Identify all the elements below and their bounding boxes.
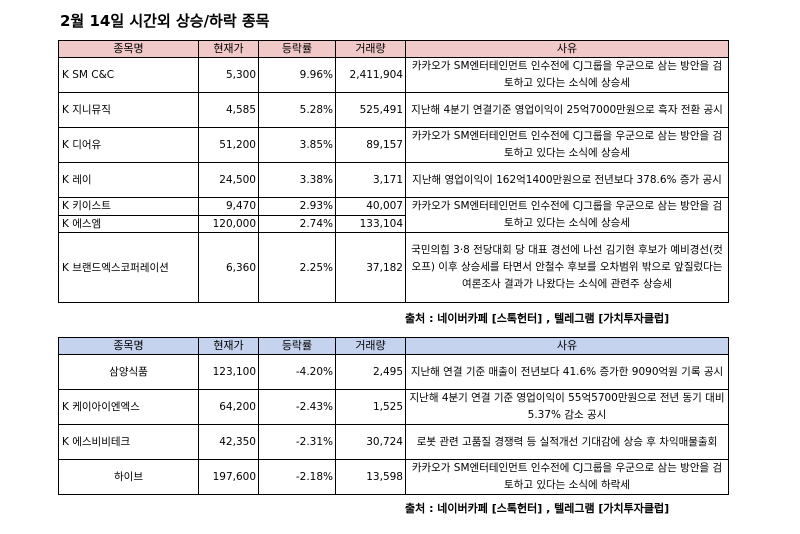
stock-change: -2.43% — [258, 389, 336, 425]
stock-change: 2.25% — [258, 232, 336, 303]
stock-reason: 지난해 연결 기준 매출이 전년보다 41.6% 증가한 9090억원 기록 공… — [405, 354, 729, 390]
stock-name: K 브랜드엑스코퍼레이션 — [58, 232, 199, 303]
stock-name: K SM C&C — [58, 57, 199, 93]
col-header-reason: 사유 — [405, 337, 729, 355]
stock-reason: 지난해 4분기 연결기준 영업이익이 25억7000만원으로 흑자 전환 공시 — [405, 92, 729, 128]
stock-volume: 37,182 — [335, 232, 406, 303]
col-header-volume: 거래량 — [335, 337, 406, 355]
stock-change: 5.28% — [258, 92, 336, 128]
stock-volume: 40,007 — [335, 197, 406, 216]
rising-stocks-table: 종목명 현재가 등락률 거래량 사유 K SM C&C 5,300 9.96% … — [58, 40, 729, 303]
stock-reason: 카카오가 SM엔터테인먼트 인수전에 CJ그룹을 우군으로 삼는 방안을 검토하… — [405, 57, 729, 93]
stock-name: K 케이아이엔엑스 — [58, 389, 199, 425]
table-row: K 케이아이엔엑스 64,200 -2.43% 1,525 지난해 4분기 연결… — [58, 389, 729, 425]
stock-price: 9,470 — [198, 197, 259, 216]
stock-change: 3.85% — [258, 127, 336, 163]
stock-name: K 지니뮤직 — [58, 92, 199, 128]
stock-volume: 3,171 — [335, 162, 406, 198]
table-row: K 키이스트 9,470 2.93% 40,007 카카오가 SM엔터테인먼트 … — [58, 197, 729, 233]
stock-price: 120,000 — [198, 214, 259, 233]
stock-change: -4.20% — [258, 354, 336, 390]
table-row: 삼양식품 123,100 -4.20% 2,495 지난해 연결 기준 매출이 … — [58, 354, 729, 390]
stock-volume: 30,724 — [335, 424, 406, 460]
table-row: K 에스비비테크 42,350 -2.31% 30,724 로봇 관련 고품질 … — [58, 424, 729, 460]
source-note: 출처 : 네이버카페 [스톡헌터] , 텔레그램 [가치투자클럽] — [405, 312, 670, 325]
stock-change: 9.96% — [258, 57, 336, 93]
stock-name: 하이브 — [58, 459, 199, 495]
stock-volume: 2,411,904 — [335, 57, 406, 93]
page-title: 2월 14일 시간외 상승/하락 종목 — [60, 12, 270, 30]
stock-change: -2.18% — [258, 459, 336, 495]
stock-reason: 지난해 4분기 연결 기준 영업이익이 55억5700만원으로 전년 동기 대비… — [405, 389, 729, 425]
stock-price: 42,350 — [198, 424, 259, 460]
stock-change: -2.31% — [258, 424, 336, 460]
table-row: 하이브 197,600 -2.18% 13,598 카카오가 SM엔터테인먼트 … — [58, 459, 729, 495]
stock-reason: 카카오가 SM엔터테인먼트 인수전에 CJ그룹을 우군으로 삼는 방안을 검토하… — [405, 459, 729, 495]
table-row: K 레이 24,500 3.38% 3,171 지난해 영업이익이 162억14… — [58, 162, 729, 198]
col-header-volume: 거래량 — [335, 40, 406, 58]
stock-price: 51,200 — [198, 127, 259, 163]
col-header-name: 종목명 — [58, 337, 199, 355]
col-header-change: 등락률 — [258, 40, 336, 58]
col-header-price: 현재가 — [198, 40, 259, 58]
col-header-price: 현재가 — [198, 337, 259, 355]
table-header-row: 종목명 현재가 등락률 거래량 사유 — [58, 337, 729, 355]
falling-stocks-table: 종목명 현재가 등락률 거래량 사유 삼양식품 123,100 -4.20% 2… — [58, 337, 729, 495]
stock-price: 123,100 — [198, 354, 259, 390]
stock-name: K 디어유 — [58, 127, 199, 163]
stock-change: 2.74% — [258, 214, 336, 233]
stock-reason: 국민의힘 3·8 전당대회 당 대표 경선에 나선 김기현 후보가 예비경선(컷… — [405, 232, 729, 303]
table-row: K 디어유 51,200 3.85% 89,157 카카오가 SM엔터테인먼트 … — [58, 127, 729, 163]
stock-volume: 1,525 — [335, 389, 406, 425]
col-header-reason: 사유 — [405, 40, 729, 58]
stock-change: 2.93% — [258, 197, 336, 216]
table-row: K 브랜드엑스코퍼레이션 6,360 2.25% 37,182 국민의힘 3·8… — [58, 232, 729, 303]
stock-name: K 에스엠 — [58, 214, 199, 233]
stock-reason: 로봇 관련 고품질 경쟁력 등 실적개선 기대감에 상승 후 차익매물출회 — [405, 424, 729, 460]
col-header-name: 종목명 — [58, 40, 199, 58]
stock-price: 6,360 — [198, 232, 259, 303]
stock-price: 5,300 — [198, 57, 259, 93]
stock-price: 4,585 — [198, 92, 259, 128]
stock-name: 삼양식품 — [58, 354, 199, 390]
stock-volume: 133,104 — [335, 214, 406, 233]
stock-change: 3.38% — [258, 162, 336, 198]
stock-price: 24,500 — [198, 162, 259, 198]
table-row: K SM C&C 5,300 9.96% 2,411,904 카카오가 SM엔터… — [58, 57, 729, 93]
stock-name: K 레이 — [58, 162, 199, 198]
col-header-change: 등락률 — [258, 337, 336, 355]
source-note: 출처 : 네이버카페 [스톡헌터] , 텔레그램 [가치투자클럽] — [405, 502, 670, 515]
stock-price: 197,600 — [198, 459, 259, 495]
stock-volume: 13,598 — [335, 459, 406, 495]
stock-name: K 에스비비테크 — [58, 424, 199, 460]
table-header-row: 종목명 현재가 등락률 거래량 사유 — [58, 40, 729, 58]
table-row: K 지니뮤직 4,585 5.28% 525,491 지난해 4분기 연결기준 … — [58, 92, 729, 128]
stock-reason: 카카오가 SM엔터테인먼트 인수전에 CJ그룹을 우군으로 삼는 방안을 검토하… — [405, 127, 729, 163]
stock-reason: 지난해 영업이익이 162억1400만원으로 전년보다 378.6% 증가 공시 — [405, 162, 729, 198]
stock-price: 64,200 — [198, 389, 259, 425]
stock-volume: 2,495 — [335, 354, 406, 390]
stock-reason: 카카오가 SM엔터테인먼트 인수전에 CJ그룹을 우군으로 삼는 방안을 검토하… — [405, 197, 729, 233]
stock-name: K 키이스트 — [58, 197, 199, 216]
stock-volume: 89,157 — [335, 127, 406, 163]
stock-volume: 525,491 — [335, 92, 406, 128]
